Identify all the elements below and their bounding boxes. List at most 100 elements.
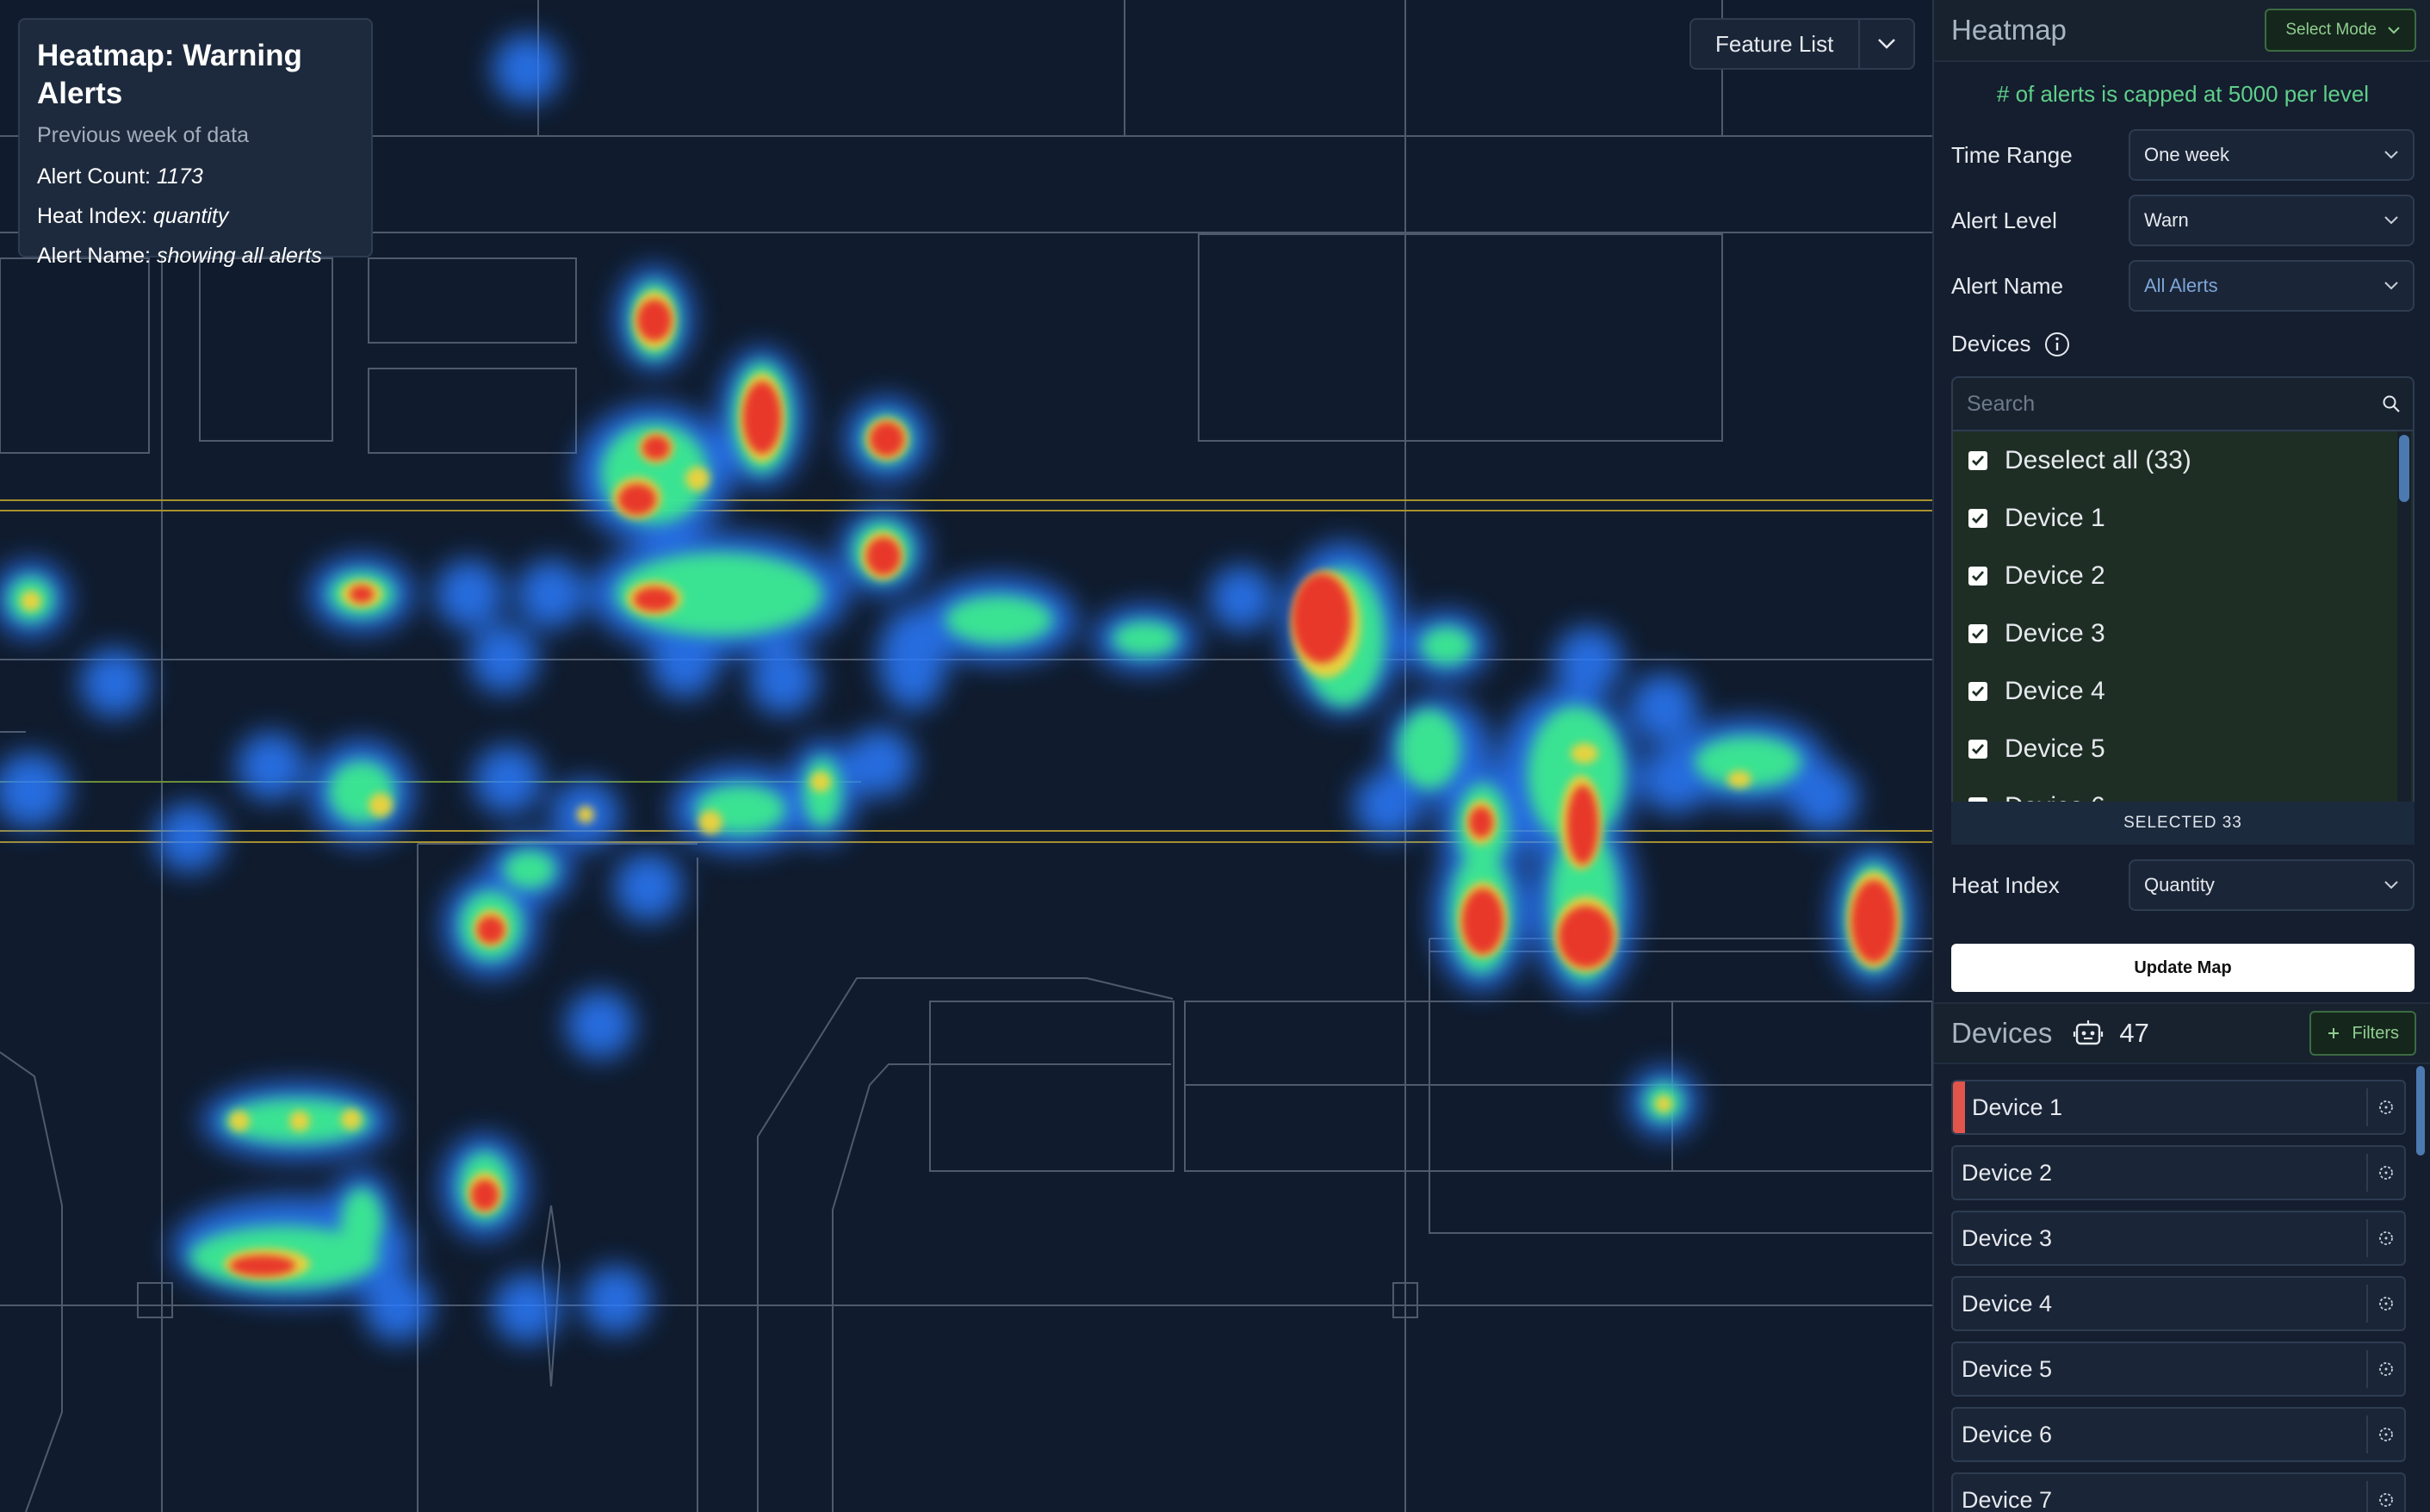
device-checklist-item[interactable]: Device 3 xyxy=(1953,604,2413,662)
checkbox-checked-icon[interactable] xyxy=(1968,566,1987,586)
heatmap-panel: Heatmap Select Mode # of alerts is cappe… xyxy=(1932,0,2430,1512)
filters-button[interactable]: Filters xyxy=(2309,1011,2416,1056)
checkbox-checked-icon[interactable] xyxy=(1968,681,1987,701)
device-card[interactable]: Device 5 xyxy=(1951,1342,2406,1397)
device-card-name: Device 5 xyxy=(1962,1355,2053,1382)
checklist-scroll-thumb[interactable] xyxy=(2399,435,2409,502)
device-search-input[interactable] xyxy=(1967,391,2382,417)
checkbox-checked-icon[interactable] xyxy=(1968,450,1987,470)
device-checklist-label: Device 6 xyxy=(2005,792,2105,802)
device-card[interactable]: Device 7 xyxy=(1951,1472,2406,1512)
heatmap-info-card: Heatmap: Warning Alerts Previous week of… xyxy=(18,18,373,268)
heat-index-field: Heat Index Quantity xyxy=(1951,859,2415,911)
alert-name-select[interactable]: All Alerts xyxy=(2129,260,2415,312)
feature-list-dropdown[interactable]: Feature List xyxy=(1689,18,1915,70)
alert-count-row: Alert Count: 1173 xyxy=(37,163,354,190)
device-checklist-item[interactable]: Device 4 xyxy=(1953,662,2413,720)
heatmap-title: Heatmap: Warning Alerts xyxy=(37,39,302,110)
chevron-down-icon xyxy=(2384,151,2398,159)
heat-index-select[interactable]: Quantity xyxy=(2129,859,2415,911)
checkbox-checked-icon[interactable] xyxy=(1968,739,1987,759)
locate-icon[interactable] xyxy=(2366,1285,2404,1323)
locate-icon[interactable] xyxy=(2366,1481,2404,1512)
devices-count: 47 xyxy=(2119,1018,2149,1048)
locate-icon[interactable] xyxy=(2366,1416,2404,1453)
device-card-name: Device 1 xyxy=(1972,1094,2063,1120)
time-range-field: Time Range One week xyxy=(1951,129,2415,181)
checkbox-checked-icon[interactable] xyxy=(1968,796,1987,802)
device-checklist-label: Device 2 xyxy=(2005,561,2105,590)
heatmap-map[interactable]: Heatmap: Warning Alerts Previous week of… xyxy=(0,0,1932,1512)
chevron-down-icon xyxy=(2384,282,2398,290)
device-card[interactable]: Device 1 xyxy=(1951,1080,2406,1135)
devices-list-title: Devices xyxy=(1951,1017,2053,1049)
device-card-name: Device 6 xyxy=(1962,1421,2053,1447)
device-list-scrollbar[interactable] xyxy=(2416,1066,2425,1156)
heatmap-panel-header: Heatmap Select Mode xyxy=(1934,0,2430,62)
time-range-select[interactable]: One week xyxy=(2129,129,2415,181)
heatmap-subtitle: Previous week of data xyxy=(37,123,249,147)
device-checklist-label: Device 4 xyxy=(2005,676,2105,705)
feature-list-divider xyxy=(1858,20,1860,68)
heat-index-label: Heat Index xyxy=(1951,871,2060,898)
device-card[interactable]: Device 4 xyxy=(1951,1276,2406,1331)
heat-index-value: Quantity xyxy=(2144,874,2215,895)
device-checklist-item[interactable]: Device 5 xyxy=(1953,720,2413,778)
checklist-scrollbar[interactable] xyxy=(2397,431,2411,802)
alert-level-field: Alert Level Warn xyxy=(1951,195,2415,246)
device-card-name: Device 7 xyxy=(1962,1486,2053,1512)
device-checklist-label: Device 3 xyxy=(2005,618,2105,648)
device-cards: Device 1 Device 2 Device 3 Device 4 Devi… xyxy=(1951,1080,2406,1512)
selected-count: SELECTED 33 xyxy=(1951,802,2415,845)
device-checklist-label: Device 1 xyxy=(2005,503,2105,532)
select-mode-label: Select Mode xyxy=(2285,21,2377,39)
alert-cap-note: # of alerts is capped at 5000 per level xyxy=(1996,81,2370,107)
panel-title: Heatmap xyxy=(1951,14,2067,46)
active-indicator xyxy=(1953,1081,1965,1133)
update-map-button[interactable]: Update Map xyxy=(1951,944,2415,992)
heat-index-row: Heat Index: quantity xyxy=(37,202,354,230)
floorplan-lines xyxy=(0,0,1932,1512)
alert-name-label: Alert Name: xyxy=(37,244,151,268)
alert-count-value: 1173 xyxy=(156,164,203,189)
devices-filter-title: Devices xyxy=(1951,331,2070,357)
devices-filter-label: Devices xyxy=(1951,331,2031,356)
plus-icon xyxy=(2328,1028,2339,1038)
time-range-label: Time Range xyxy=(1951,141,2073,168)
deselect-all-item[interactable]: Deselect all (33) xyxy=(1953,431,2413,489)
chevron-down-icon xyxy=(2384,216,2398,225)
locate-icon[interactable] xyxy=(2366,1350,2404,1388)
alert-name-row: Alert Name: showing all alerts xyxy=(37,242,354,270)
alert-level-label: Alert Level xyxy=(1951,207,2057,233)
heat-index-value: quantity xyxy=(152,204,229,228)
device-checklist-item[interactable]: Device 1 xyxy=(1953,489,2413,547)
alert-name-field: Alert Name All Alerts xyxy=(1951,260,2415,312)
checkbox-checked-icon[interactable] xyxy=(1968,508,1987,528)
device-card[interactable]: Device 6 xyxy=(1951,1407,2406,1462)
alert-name-value: showing all alerts xyxy=(156,244,322,268)
locate-icon[interactable] xyxy=(2366,1219,2404,1257)
heat-index-label: Heat Index: xyxy=(37,204,147,228)
chevron-down-icon xyxy=(2388,27,2400,34)
alert-name-label: Alert Name xyxy=(1951,272,2064,299)
locate-icon[interactable] xyxy=(2366,1088,2404,1126)
device-card[interactable]: Device 2 xyxy=(1951,1145,2406,1200)
heatmap-layer xyxy=(0,34,1915,1343)
filters-label: Filters xyxy=(2352,1023,2399,1043)
info-icon[interactable] xyxy=(2044,332,2070,357)
locate-icon[interactable] xyxy=(2366,1154,2404,1192)
device-card[interactable]: Device 3 xyxy=(1951,1211,2406,1266)
feature-list-label: Feature List xyxy=(1715,30,1834,57)
search-icon[interactable] xyxy=(2382,394,2401,413)
device-checklist-item[interactable]: Device 6 xyxy=(1953,778,2413,802)
device-card-name: Device 2 xyxy=(1962,1159,2053,1186)
select-mode-button[interactable]: Select Mode xyxy=(2265,9,2416,52)
checkbox-checked-icon[interactable] xyxy=(1968,623,1987,643)
alert-level-select[interactable]: Warn xyxy=(2129,195,2415,246)
device-checklist-item[interactable]: Device 2 xyxy=(1953,547,2413,604)
device-checklist-label: Deselect all (33) xyxy=(2005,445,2191,474)
devices-list-header: Devices 47 Filters xyxy=(1934,1002,2430,1064)
chevron-down-icon[interactable] xyxy=(1860,38,1913,50)
device-checklist-label: Device 5 xyxy=(2005,734,2105,763)
alert-name-value: All Alerts xyxy=(2144,275,2218,296)
